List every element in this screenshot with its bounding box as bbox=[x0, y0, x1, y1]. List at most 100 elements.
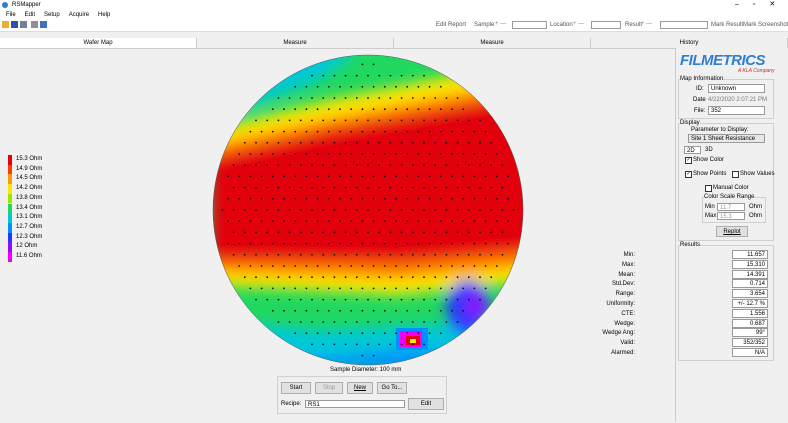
measurement-point bbox=[389, 186, 392, 189]
legend-label: 15.3 Ohm bbox=[16, 156, 43, 162]
view-3d[interactable]: 3D bbox=[705, 147, 713, 153]
file-field[interactable]: 352 bbox=[708, 106, 765, 115]
measurement-point bbox=[428, 242, 431, 245]
tab[interactable]: Measure bbox=[197, 38, 394, 48]
copy-icon[interactable] bbox=[31, 21, 38, 28]
parameter-dropdown[interactable]: Site 1 Sheet Resistance bbox=[688, 134, 765, 143]
sample-buttons[interactable]: + — bbox=[495, 21, 507, 27]
save-icon[interactable] bbox=[11, 21, 18, 28]
measurement-point bbox=[227, 242, 229, 245]
measurement-point bbox=[243, 231, 246, 234]
measurement-point bbox=[367, 276, 369, 279]
measurement-point bbox=[288, 141, 291, 144]
measurement-point bbox=[361, 175, 364, 178]
measurement-point bbox=[355, 276, 358, 279]
min-label: Min bbox=[705, 204, 715, 210]
measurement-point bbox=[473, 265, 476, 267]
window-buttons[interactable]: –▫✕ bbox=[735, 1, 788, 8]
measurement-point bbox=[456, 119, 459, 122]
menu-item[interactable]: Setup bbox=[44, 12, 60, 18]
tab[interactable]: Measure bbox=[394, 38, 591, 48]
measurement-point bbox=[462, 130, 465, 133]
replot-button[interactable]: Replot bbox=[716, 226, 748, 237]
measurement-point bbox=[243, 186, 246, 189]
menu-item[interactable]: Edit bbox=[24, 12, 36, 18]
measurement-point bbox=[367, 164, 369, 167]
tagline: A KLA Company bbox=[738, 68, 775, 74]
checkbox-checked[interactable]: ✓ bbox=[685, 171, 692, 178]
measurement-point bbox=[378, 119, 381, 122]
mark-screenshot[interactable]: Mark Screenshot bbox=[743, 22, 788, 28]
measurement-point bbox=[311, 231, 313, 234]
print-icon[interactable] bbox=[20, 21, 27, 28]
goto-button[interactable]: Go To... bbox=[377, 382, 407, 394]
checkbox[interactable] bbox=[705, 185, 712, 192]
open-icon[interactable] bbox=[2, 21, 9, 28]
measurement-point bbox=[277, 253, 280, 256]
result-buttons[interactable]: + — bbox=[641, 21, 653, 27]
checkbox-checked[interactable]: ✓ bbox=[685, 157, 692, 164]
measurement-point bbox=[355, 164, 358, 167]
manual-color[interactable]: Manual Color bbox=[713, 185, 749, 191]
measurement-point bbox=[456, 276, 459, 279]
result-value: 0.687 bbox=[732, 318, 768, 328]
measurement-point bbox=[299, 141, 302, 144]
measurement-point bbox=[322, 298, 325, 301]
measurement-point bbox=[339, 153, 341, 155]
measurement-point bbox=[400, 343, 403, 346]
measurement-point bbox=[372, 130, 375, 133]
measurement-point bbox=[350, 309, 353, 312]
measurement-point bbox=[473, 220, 476, 223]
measurement-point bbox=[277, 298, 280, 301]
edit-button[interactable]: Edit bbox=[408, 398, 444, 410]
checkbox[interactable] bbox=[732, 171, 739, 178]
measurement-point bbox=[395, 220, 397, 223]
location-buttons[interactable]: + — bbox=[573, 21, 585, 27]
measurement-point bbox=[406, 287, 409, 290]
show-color[interactable]: Show Color bbox=[693, 157, 725, 163]
measurement-point bbox=[406, 108, 409, 111]
measurement-point bbox=[333, 74, 336, 77]
view-2d[interactable]: 2D bbox=[684, 146, 701, 154]
measurement-point bbox=[271, 197, 274, 200]
edit-report[interactable]: Edit Report bbox=[436, 22, 467, 28]
measurement-point bbox=[288, 164, 291, 167]
measurement-point bbox=[344, 231, 347, 234]
start-button[interactable]: Start bbox=[281, 382, 311, 394]
measurement-point bbox=[395, 153, 397, 155]
controls-panel bbox=[277, 376, 447, 414]
measurement-point bbox=[490, 276, 493, 279]
app-icon bbox=[2, 2, 8, 8]
menu-item[interactable]: Acquire bbox=[68, 12, 90, 18]
tab[interactable]: Wafer Map bbox=[0, 38, 197, 48]
measurement-point bbox=[271, 309, 274, 312]
result-label: Std.Dev: bbox=[611, 281, 635, 288]
measurement-point bbox=[327, 242, 330, 245]
measurement-point bbox=[311, 253, 313, 256]
measurement-point bbox=[299, 253, 302, 256]
sample-dropdown[interactable] bbox=[512, 21, 547, 29]
recipe-dropdown[interactable]: RS1 bbox=[305, 400, 405, 408]
measurement-point bbox=[367, 74, 369, 77]
unit: Ohm bbox=[749, 204, 763, 210]
measurement-point bbox=[389, 209, 392, 211]
measurement-point bbox=[344, 119, 347, 122]
show-values[interactable]: Show Values bbox=[740, 171, 775, 177]
mark-result[interactable]: Mark Result bbox=[711, 22, 744, 28]
result-dropdown[interactable] bbox=[660, 21, 708, 29]
tab[interactable]: History bbox=[591, 38, 788, 48]
measurement-point bbox=[339, 130, 341, 133]
location-dropdown[interactable] bbox=[591, 21, 621, 29]
measurement-point bbox=[355, 321, 358, 323]
measurement-point bbox=[445, 97, 448, 99]
measurement-point bbox=[439, 175, 442, 178]
new-button[interactable]: New bbox=[347, 382, 373, 394]
measurement-point bbox=[411, 343, 414, 346]
measurement-point bbox=[411, 119, 414, 122]
measurement-point bbox=[271, 220, 274, 223]
menu-item[interactable]: Help bbox=[98, 12, 111, 18]
screenshot-icon[interactable] bbox=[40, 21, 47, 28]
menu-item[interactable]: File bbox=[6, 12, 16, 18]
id-field[interactable]: Unknown bbox=[708, 84, 765, 93]
show-points[interactable]: Show Points bbox=[693, 171, 727, 177]
